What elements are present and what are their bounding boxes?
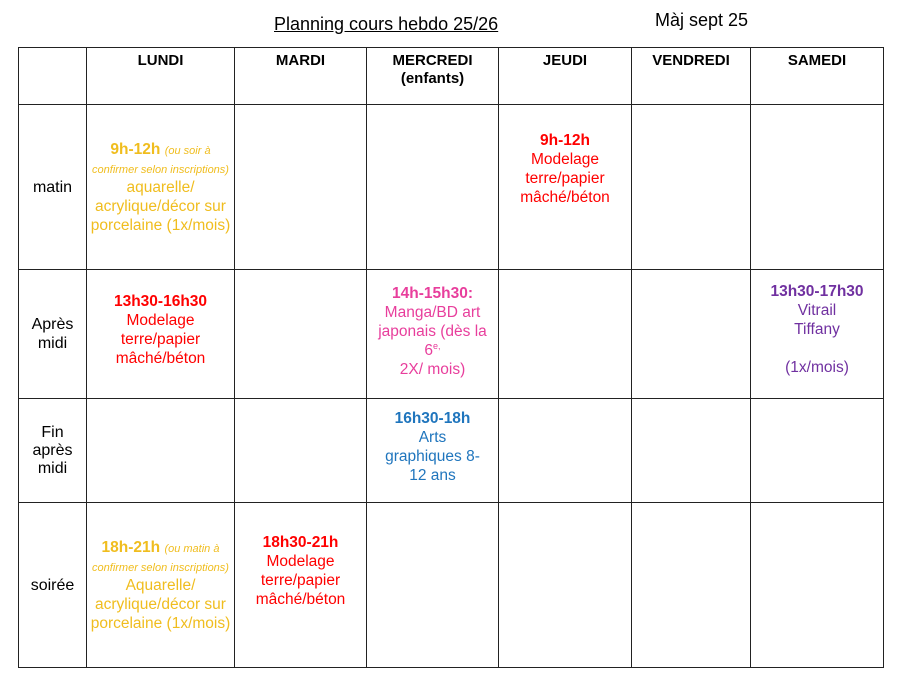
activity: Aquarelle/ acrylique/décor sur porcelain… <box>90 576 231 632</box>
activity: Modelage terre/papier mâché/béton <box>255 553 346 608</box>
empty-cell <box>498 502 632 668</box>
empty-cell <box>631 269 751 399</box>
time: 18h30-21h <box>262 534 339 551</box>
empty-cell <box>750 398 884 503</box>
update-date: Màj sept 25 <box>655 10 749 30</box>
row-label: Après midi <box>18 269 87 399</box>
cell-samedi-aprem: 13h30-17h30 Vitrail Tiffany (1x/mois) <box>750 269 884 399</box>
cell-lundi-aprem: 13h30-16h30 Modelage terre/papier mâché/b… <box>86 269 235 399</box>
day-header: MERCREDI (enfants) <box>366 47 499 105</box>
cell-lundi-soir: 18h-21h (ou matin à confirmer selon insc… <box>86 502 235 668</box>
empty-cell <box>86 398 235 503</box>
empty-cell <box>498 398 632 503</box>
activity: Arts graphiques 8-12 ans <box>385 429 480 484</box>
cell-mercredi-fin: 16h30-18h Arts graphiques 8-12 ans <box>366 398 499 503</box>
empty-cell <box>498 269 632 399</box>
row-label: matin <box>18 104 87 270</box>
day-header: VENDREDI <box>631 47 751 105</box>
time: 9h-12h <box>110 140 161 158</box>
empty-cell <box>234 104 367 270</box>
schedule-table: LUNDI MARDI MERCREDI (enfants) JEUDI VEND… <box>18 47 884 668</box>
empty-cell <box>631 104 751 270</box>
empty-cell <box>750 502 884 668</box>
time: 13h30-17h30 <box>770 283 864 300</box>
table-row: Fin après midi 16h30-18h Arts graphiques … <box>18 398 884 503</box>
empty-cell <box>234 398 367 503</box>
frequency: (1x/mois) <box>785 359 849 376</box>
note: (ou soir à confirmer selon inscriptions) <box>92 144 229 176</box>
empty-cell <box>750 104 884 270</box>
day-header: MARDI <box>234 47 367 105</box>
day-sublabel: (enfants) <box>400 70 465 87</box>
day-header: SAMEDI <box>750 47 884 105</box>
table-row: soirée 18h-21h (ou matin à confirmer sel… <box>18 502 884 668</box>
cell-lundi-matin: 9h-12h (ou soir à confirmer selon inscri… <box>86 104 235 270</box>
activity: Modelage terre/papier mâché/béton <box>520 151 610 206</box>
empty-cell <box>366 104 499 270</box>
day-header: JEUDI <box>498 47 632 105</box>
corner-cell <box>18 47 87 105</box>
time: 16h30-18h <box>394 410 471 427</box>
cell-mercredi-aprem: 14h-15h30: Manga/BD art japonais (dès la … <box>366 269 499 399</box>
table-row: Après midi 13h30-16h30 Modelage terre/pap… <box>18 269 884 399</box>
empty-cell <box>631 502 751 668</box>
row-label-text: Fin après midi <box>32 423 73 477</box>
activity: aquarelle/ acrylique/décor sur porcelain… <box>90 178 231 234</box>
header-row: LUNDI MARDI MERCREDI (enfants) JEUDI VEND… <box>18 47 884 105</box>
empty-cell <box>234 269 367 399</box>
table-row: matin 9h-12h (ou soir à confirmer selon … <box>18 104 884 270</box>
empty-cell <box>631 398 751 503</box>
superscript: e, <box>433 340 441 351</box>
cell-jeudi-matin: 9h-12h Modelage terre/papier mâché/béton <box>498 104 632 270</box>
day-label: MERCREDI <box>392 52 473 69</box>
activity: Modelage terre/papier mâché/béton <box>115 312 206 367</box>
time: 13h30-16h30 <box>113 293 208 310</box>
cell-mardi-soir: 18h30-21h Modelage terre/papier mâché/bét… <box>234 502 367 668</box>
day-header: LUNDI <box>86 47 235 105</box>
activity: Manga/BD art japonais (dès la 6 <box>378 304 487 359</box>
row-label: soirée <box>18 502 87 668</box>
activity: Vitrail Tiffany <box>794 302 840 338</box>
note: (ou matin à confirmer selon inscriptions… <box>92 542 229 574</box>
activity-frequency: 2X/ mois) <box>399 361 466 378</box>
row-label: Fin après midi <box>18 398 87 503</box>
time: 18h-21h <box>101 538 161 556</box>
page-title: Planning cours hebdo 25/26 <box>274 14 499 34</box>
time: 9h-12h <box>540 132 590 149</box>
empty-cell <box>366 502 499 668</box>
time: 14h-15h30: <box>392 285 473 302</box>
